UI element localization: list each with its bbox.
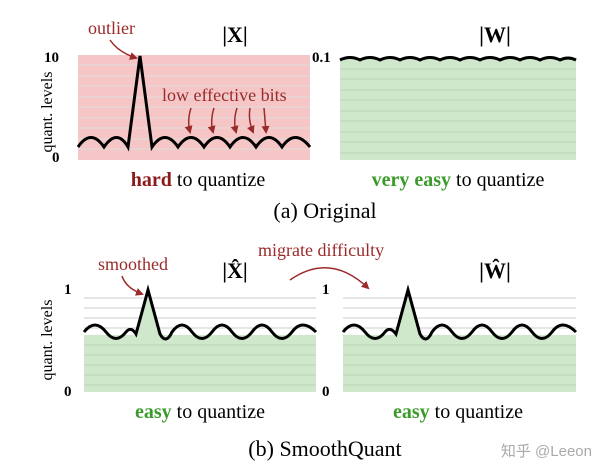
annotation-outlier: outlier	[88, 18, 135, 38]
panel-bottom-right-fill	[343, 335, 576, 392]
annotation-low-bits: low effective bits	[162, 85, 287, 105]
panel-top-right-curve	[339, 56, 577, 62]
panel-top-left-ylabel: quant. levels	[39, 72, 56, 153]
panel-bottom-right-curve	[341, 284, 578, 341]
panel-top-left-curve	[76, 55, 312, 152]
difficulty-word-easy: easy	[135, 401, 172, 423]
panel-bottom-left-grid-fill	[84, 344, 316, 386]
panel-top-left-difficulty: hard to quantize	[131, 169, 266, 191]
difficulty-word-very-easy: very easy	[372, 169, 451, 191]
panel-top-right-ymax: 0.1	[312, 50, 331, 66]
panel-bottom-right-ymin: 0	[322, 384, 330, 400]
panel-bottom-right: |Ŵ| 1 0 easy to quantize	[322, 258, 578, 423]
difficulty-rest: to quantize	[451, 169, 544, 191]
panel-bottom-left-ylabel: quant. levels	[39, 300, 56, 381]
panel-bottom-left-peak-fill	[136, 290, 160, 335]
panel-top-left-ymax: 10	[44, 50, 59, 66]
annotation-low-bits-arrows	[184, 107, 270, 134]
difficulty-rest: to quantize	[172, 169, 265, 191]
panel-bottom-left-ymin: 0	[64, 384, 72, 400]
panel-bottom-right-difficulty: easy to quantize	[393, 401, 523, 423]
annotation-smoothed-arrow	[121, 275, 144, 296]
panel-bottom-left-title: |X̂|	[222, 258, 248, 283]
annotation-outlier-arrow	[109, 39, 138, 60]
panel-top-left-ymin: 0	[52, 150, 60, 166]
difficulty-word-easy: easy	[393, 401, 430, 423]
annotation-migrate: migrate difficulty	[258, 240, 384, 260]
panel-bottom-right-ymax: 1	[322, 282, 330, 298]
watermark: 知乎 @Leeon	[501, 443, 592, 460]
panel-bottom-left-curve	[82, 284, 318, 341]
panel-top-right-difficulty: very easy to quantize	[372, 169, 545, 191]
annotation-migrate-arrow	[289, 267, 370, 290]
panel-bottom-right-grid	[343, 297, 576, 329]
difficulty-rest: to quantize	[172, 401, 265, 423]
panel-bottom-left: |X̂| 1 0 quant. levels smoothed easy to …	[39, 254, 318, 423]
panel-bottom-left-ymax: 1	[64, 282, 72, 298]
annotation-smoothed: smoothed	[98, 254, 168, 274]
panel-top-right: |W| 0.1 very easy to quantize	[312, 22, 577, 191]
panel-bottom-left-difficulty: easy to quantize	[135, 401, 265, 423]
panel-top-right-grid	[340, 68, 576, 154]
panel-bottom-right-peak-fill	[396, 290, 420, 335]
panel-top-left-mask-below	[78, 160, 310, 166]
caption-original: (a) Original	[273, 198, 376, 223]
panel-top-left: |X| 10 0 quant. levels outlier low effec…	[39, 18, 312, 191]
panel-top-right-fill	[340, 58, 576, 160]
caption-smoothquant: (b) SmoothQuant	[248, 436, 401, 461]
panel-top-left-title: |X|	[222, 22, 248, 47]
panel-bottom-left-grid	[84, 297, 316, 329]
panel-bottom-left-fill	[84, 335, 316, 392]
panel-top-right-title: |W|	[479, 22, 511, 47]
panel-bottom-right-grid-fill	[343, 344, 576, 386]
difficulty-rest: to quantize	[430, 401, 523, 423]
difficulty-word-hard: hard	[131, 169, 172, 191]
panel-bottom-right-title: |Ŵ|	[479, 258, 511, 283]
